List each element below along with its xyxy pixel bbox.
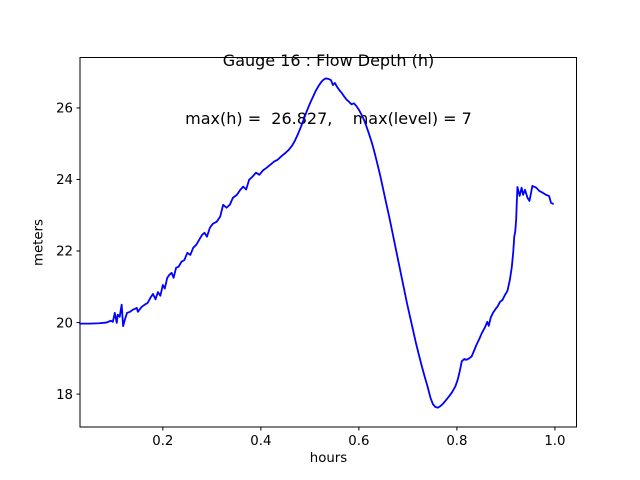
y-tick-label: 22 [56,245,73,260]
chart-subtitle: max(h) = 26.827, max(level) = 7 [185,109,472,129]
chart-title: Gauge 16 : Flow Depth (h) [222,51,435,71]
axes-frame [79,57,577,428]
y-tick-label: 20 [56,316,73,331]
x-axis-label: hours [309,451,348,466]
x-tick-label: 0.6 [348,434,369,449]
x-tick-label: 1.0 [544,434,565,449]
x-tick-label: 0.2 [152,434,173,449]
y-tick-label: 24 [56,173,73,188]
y-tick-label: 26 [56,102,73,117]
x-tick-label: 0.8 [446,434,467,449]
x-tick-label: 0.4 [250,434,271,449]
y-axis-label: meters [31,219,47,266]
title-block: Gauge 16 : Flow Depth (h) max(h) = 26.82… [80,13,577,167]
y-tick-label: 18 [56,388,73,403]
flow-depth-line [79,77,554,409]
